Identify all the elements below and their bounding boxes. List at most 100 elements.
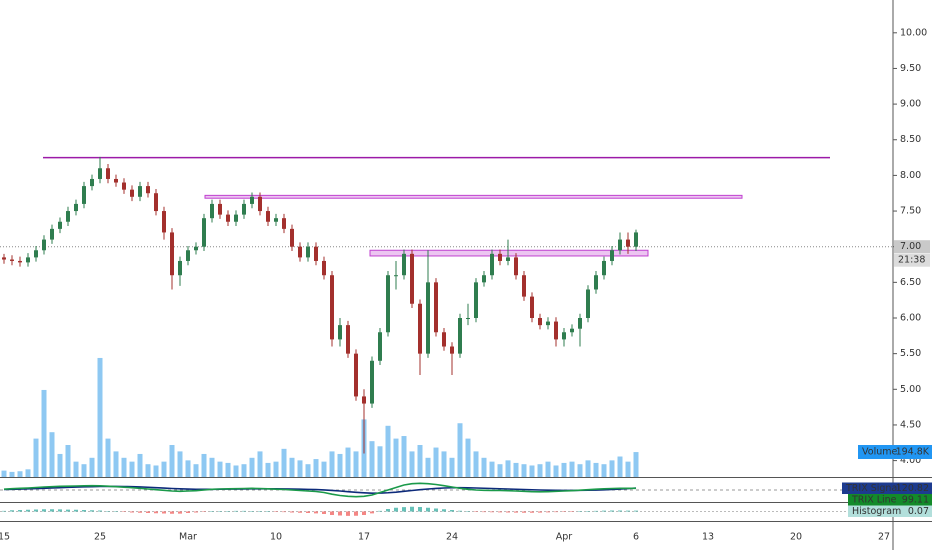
- histogram-bar: [466, 511, 470, 512]
- histogram-bar: [386, 509, 390, 512]
- candle-body: [546, 321, 550, 326]
- candle-body: [402, 253, 406, 276]
- candle-body: [370, 360, 374, 404]
- y-tick-label: 6.50: [900, 277, 921, 288]
- candle-body: [586, 289, 590, 318]
- histogram-bar: [546, 511, 550, 513]
- volume-bar: [409, 451, 415, 477]
- candle-body: [146, 186, 150, 194]
- volume-bar: [65, 445, 71, 477]
- histogram-bar: [402, 507, 406, 512]
- histogram-bar: [338, 511, 342, 516]
- volume-bar: [185, 460, 191, 477]
- candle-body: [466, 318, 470, 319]
- volume-bar: [81, 464, 87, 477]
- volume-bar: [313, 459, 319, 477]
- volume-bar: [585, 460, 591, 477]
- volume-bar: [249, 457, 255, 477]
- volume-bar: [265, 462, 271, 477]
- volume-bar: [601, 464, 607, 477]
- volume-bar: [209, 457, 215, 477]
- candle-body: [234, 214, 238, 222]
- countdown-box: [894, 253, 930, 267]
- volume-bar: [401, 436, 407, 477]
- histogram-bar: [634, 510, 638, 512]
- volume-bar: [57, 453, 63, 477]
- histogram-bar: [242, 510, 246, 512]
- candle-body: [258, 196, 262, 212]
- histogram-bar: [210, 511, 214, 512]
- volume-bar: [433, 447, 439, 477]
- histogram-bar: [394, 507, 398, 512]
- histogram-bar: [506, 511, 510, 513]
- histogram-bar: [538, 511, 542, 513]
- candle-body: [250, 196, 254, 204]
- candle-body: [330, 275, 334, 340]
- histogram-bar: [298, 511, 302, 513]
- volume-bar: [281, 448, 287, 477]
- candle-body: [106, 168, 110, 179]
- volume-bar: [169, 445, 175, 477]
- histogram-bar: [418, 507, 422, 512]
- volume-bar: [577, 464, 583, 477]
- candle-body: [594, 275, 598, 290]
- volume-bar: [217, 461, 223, 477]
- volume-bar: [337, 453, 343, 477]
- candle-body: [50, 228, 54, 240]
- volume-bar: [289, 457, 295, 477]
- volume-bar: [321, 461, 327, 477]
- volume-bar: [449, 457, 455, 477]
- candle-body: [626, 239, 630, 247]
- histogram-bar: [562, 511, 566, 512]
- volume-bar: [505, 460, 511, 477]
- candle-body: [426, 282, 430, 354]
- y-tick-label: 5.00: [900, 384, 921, 395]
- candle-body: [570, 328, 574, 333]
- candle-body: [506, 257, 510, 261]
- volume-bar: [49, 432, 55, 477]
- volume-bar: [513, 462, 519, 477]
- candle-body: [282, 218, 286, 229]
- candle-body: [130, 189, 134, 197]
- y-tick-label: 8.00: [900, 170, 921, 181]
- volume-bar: [521, 464, 527, 477]
- histogram-bar: [218, 511, 222, 512]
- volume-bar: [561, 462, 567, 477]
- histogram-bar: [490, 511, 494, 513]
- candle-body: [10, 259, 14, 261]
- volume-bar: [97, 357, 103, 477]
- candle-body: [290, 228, 294, 247]
- histogram-bar: [90, 510, 94, 512]
- histogram-bar: [130, 511, 134, 513]
- volume-bar: [137, 453, 143, 477]
- y-tick-label: 8.50: [900, 134, 921, 145]
- histogram-bar: [34, 509, 38, 512]
- volume-bar: [609, 460, 615, 477]
- price-zone: [369, 249, 649, 257]
- candle-body: [338, 325, 342, 340]
- candle-body: [434, 282, 438, 333]
- volume-legend-name: Volume: [862, 447, 897, 458]
- volume-bar: [393, 438, 399, 477]
- candle-body: [354, 353, 358, 397]
- histogram-bar: [58, 509, 62, 512]
- candle-body: [18, 260, 22, 263]
- candle-body: [482, 275, 486, 283]
- trix-signal-legend-box: [842, 482, 932, 494]
- candle-body: [522, 275, 526, 297]
- volume-bar: [457, 423, 463, 477]
- countdown-label: 21:38: [898, 255, 925, 266]
- histogram-bar: [274, 511, 278, 512]
- candle-body: [474, 282, 478, 318]
- trix-line: [3, 482, 637, 498]
- candle-body: [386, 275, 390, 333]
- candle-body: [210, 203, 214, 219]
- volume-bar: [345, 447, 351, 477]
- x-tick-label: 15: [0, 532, 10, 543]
- histogram-bar: [570, 511, 574, 512]
- candle-body: [538, 318, 542, 326]
- x-tick-label: 17: [358, 532, 370, 543]
- candle-body: [578, 318, 582, 329]
- volume-bar: [161, 461, 167, 477]
- candle-body: [90, 178, 94, 187]
